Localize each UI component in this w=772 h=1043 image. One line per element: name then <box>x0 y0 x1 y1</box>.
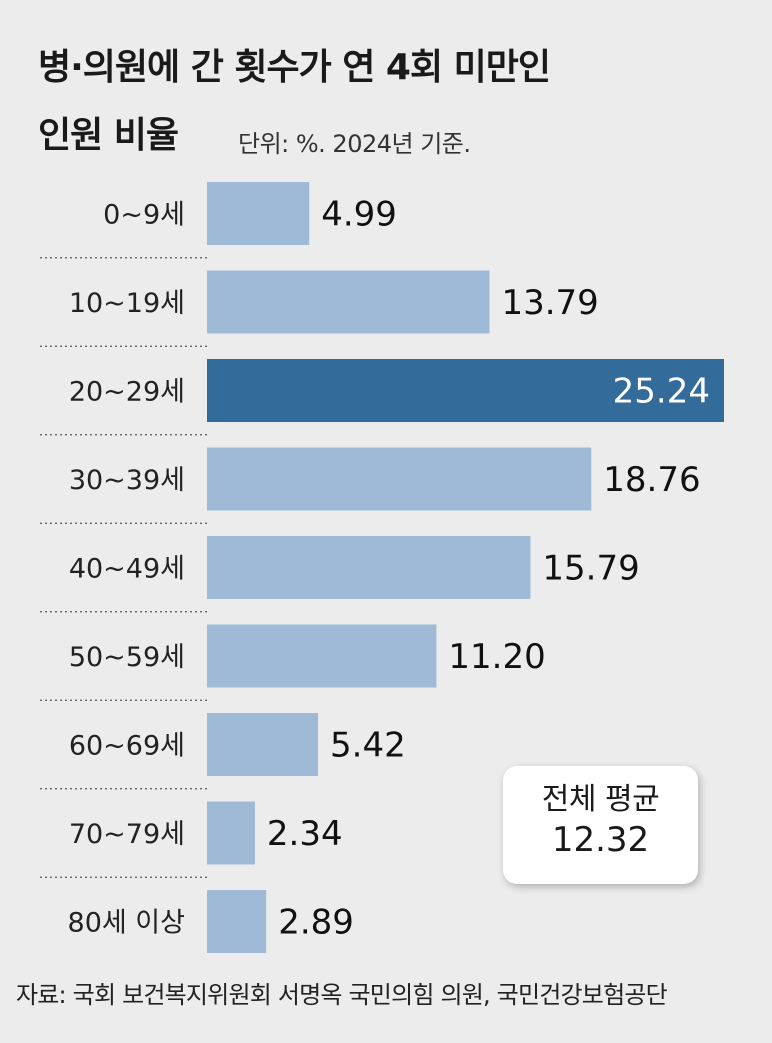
bar <box>207 447 592 511</box>
value-label: 15.79 <box>542 549 639 589</box>
value-label: 5.42 <box>330 726 406 766</box>
value-label: 18.76 <box>603 460 700 500</box>
category-label: 30~39세 <box>69 465 185 496</box>
bar <box>207 801 255 865</box>
value-label: 13.79 <box>501 283 598 323</box>
value-label: 2.89 <box>278 903 354 943</box>
bar <box>207 624 437 688</box>
category-label: 80세 이상 <box>68 908 185 939</box>
bar <box>207 536 531 599</box>
category-label: 50~59세 <box>69 642 185 673</box>
category-label: 20~29세 <box>69 377 185 408</box>
bar-chart: 0~9세 4.99 10~19세 13.79 20~29세 25.24 30~39세 18.7… <box>40 182 724 953</box>
category-label: 40~49세 <box>69 554 185 585</box>
category-label: 10~19세 <box>69 288 185 319</box>
bar <box>207 359 724 422</box>
source-note: 자료: 국회 보건복지위원회 서명옥 국민의힘 의원, 국민건강보험공단 <box>16 981 668 1009</box>
average-box: 전체 평균 12.32 <box>503 766 698 884</box>
bar <box>207 182 310 245</box>
average-label: 전체 평균 <box>541 782 660 817</box>
bar <box>207 713 319 776</box>
chart-title-line1: 병·의원에 간 횟수가 연 4회 미만인 <box>38 47 551 88</box>
value-label: 4.99 <box>321 195 397 235</box>
category-label: 0~9세 <box>103 200 185 231</box>
value-label: 11.20 <box>448 637 545 677</box>
category-label: 60~69세 <box>69 731 185 762</box>
value-label: 25.24 <box>613 372 710 412</box>
bar <box>207 890 267 953</box>
category-label: 70~79세 <box>69 819 185 850</box>
bar <box>207 270 490 334</box>
average-value: 12.32 <box>551 820 650 860</box>
value-label: 2.34 <box>267 814 343 854</box>
chart-title-line2: 인원 비율 <box>38 115 179 156</box>
unit-note: 단위: %. 2024년 기준. <box>238 130 471 158</box>
